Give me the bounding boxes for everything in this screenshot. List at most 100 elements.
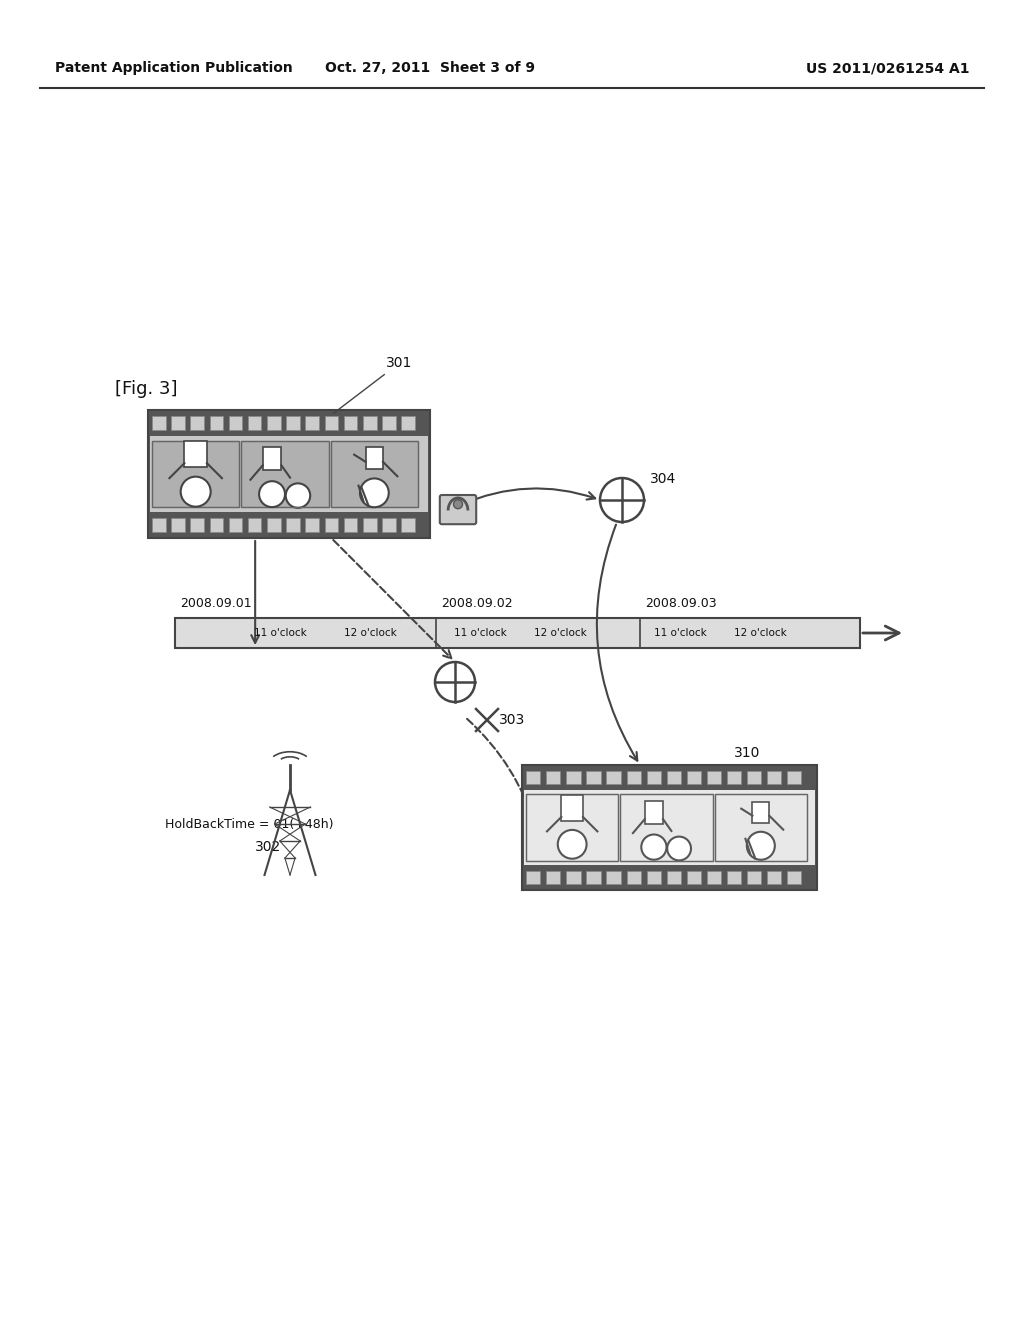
Bar	[526, 871, 541, 884]
Bar	[746, 871, 761, 884]
Text: 2008.09.02: 2008.09.02	[441, 597, 513, 610]
Bar	[547, 771, 560, 784]
Bar	[627, 771, 641, 784]
Bar	[621, 795, 713, 861]
Bar	[707, 771, 721, 784]
Bar	[746, 771, 761, 784]
Text: 11 o'clock: 11 o'clock	[254, 628, 306, 638]
Bar	[287, 416, 300, 430]
Bar	[787, 871, 801, 884]
Bar	[767, 871, 781, 884]
Bar	[331, 441, 418, 507]
Circle shape	[454, 500, 463, 508]
Text: 12 o'clock: 12 o'clock	[344, 628, 396, 638]
Circle shape	[259, 482, 285, 507]
Bar	[526, 771, 541, 784]
Bar	[727, 871, 741, 884]
Bar	[190, 519, 204, 532]
Bar	[524, 789, 815, 865]
Bar	[152, 416, 166, 430]
Polygon shape	[561, 796, 583, 821]
Bar	[621, 795, 713, 861]
Text: US 2011/0261254 A1: US 2011/0261254 A1	[807, 61, 970, 75]
Bar	[587, 771, 601, 784]
Bar	[325, 519, 338, 532]
Bar	[175, 618, 860, 648]
Bar	[526, 795, 618, 861]
Bar	[382, 519, 395, 532]
Text: 303: 303	[499, 713, 525, 727]
Bar	[547, 871, 560, 884]
Bar	[687, 771, 700, 784]
Bar	[305, 519, 319, 532]
Bar	[646, 871, 660, 884]
Bar	[715, 795, 807, 861]
Bar	[362, 416, 377, 430]
Bar	[382, 416, 395, 430]
Text: 12 o'clock: 12 o'clock	[733, 628, 786, 638]
Circle shape	[359, 478, 389, 507]
Bar	[606, 871, 621, 884]
Bar	[267, 519, 281, 532]
Bar	[152, 519, 166, 532]
Bar	[667, 871, 681, 884]
Text: 2008.09.03: 2008.09.03	[645, 597, 717, 610]
Circle shape	[600, 478, 644, 521]
Bar	[210, 519, 223, 532]
Bar	[687, 871, 700, 884]
Bar	[606, 771, 621, 784]
Bar	[767, 771, 781, 784]
Bar	[228, 519, 243, 532]
Text: 310: 310	[734, 746, 761, 760]
Circle shape	[641, 834, 667, 859]
Bar	[287, 519, 300, 532]
Bar	[248, 416, 261, 430]
Bar	[587, 871, 601, 884]
Bar	[707, 871, 721, 884]
Circle shape	[180, 477, 211, 507]
Circle shape	[746, 832, 775, 859]
Bar	[152, 441, 240, 507]
Text: Patent Application Publication: Patent Application Publication	[55, 61, 293, 75]
Text: 304: 304	[650, 473, 676, 486]
Bar	[190, 416, 204, 430]
Text: 2008.09.01: 2008.09.01	[180, 597, 252, 610]
Text: 301: 301	[334, 356, 413, 413]
Bar	[566, 871, 581, 884]
Bar	[242, 441, 329, 507]
Circle shape	[668, 837, 691, 861]
Circle shape	[435, 663, 475, 702]
Bar	[171, 416, 184, 430]
Bar	[667, 771, 681, 784]
Bar	[150, 436, 428, 512]
Bar	[715, 795, 807, 861]
Bar	[228, 416, 243, 430]
Text: HoldBackTime = 01(+48h): HoldBackTime = 01(+48h)	[165, 818, 334, 832]
Bar	[526, 795, 618, 861]
Bar	[242, 441, 329, 507]
Bar	[627, 871, 641, 884]
Text: Oct. 27, 2011  Sheet 3 of 9: Oct. 27, 2011 Sheet 3 of 9	[325, 61, 535, 75]
Text: 11 o'clock: 11 o'clock	[653, 628, 707, 638]
Bar	[401, 416, 415, 430]
Bar	[325, 416, 338, 430]
Polygon shape	[753, 801, 769, 822]
Text: 12 o'clock: 12 o'clock	[534, 628, 587, 638]
Text: [Fig. 3]: [Fig. 3]	[115, 380, 177, 399]
Bar	[171, 519, 184, 532]
Polygon shape	[263, 446, 282, 470]
Bar	[344, 416, 357, 430]
Text: 302: 302	[255, 840, 282, 854]
Bar	[267, 416, 281, 430]
Bar	[305, 416, 319, 430]
Circle shape	[286, 483, 310, 508]
Bar	[522, 766, 817, 890]
Polygon shape	[366, 447, 383, 469]
Bar	[362, 519, 377, 532]
Polygon shape	[184, 441, 207, 467]
Bar	[646, 771, 660, 784]
Text: 11 o'clock: 11 o'clock	[454, 628, 507, 638]
Bar	[148, 411, 430, 539]
Bar	[787, 771, 801, 784]
Bar	[152, 441, 240, 507]
